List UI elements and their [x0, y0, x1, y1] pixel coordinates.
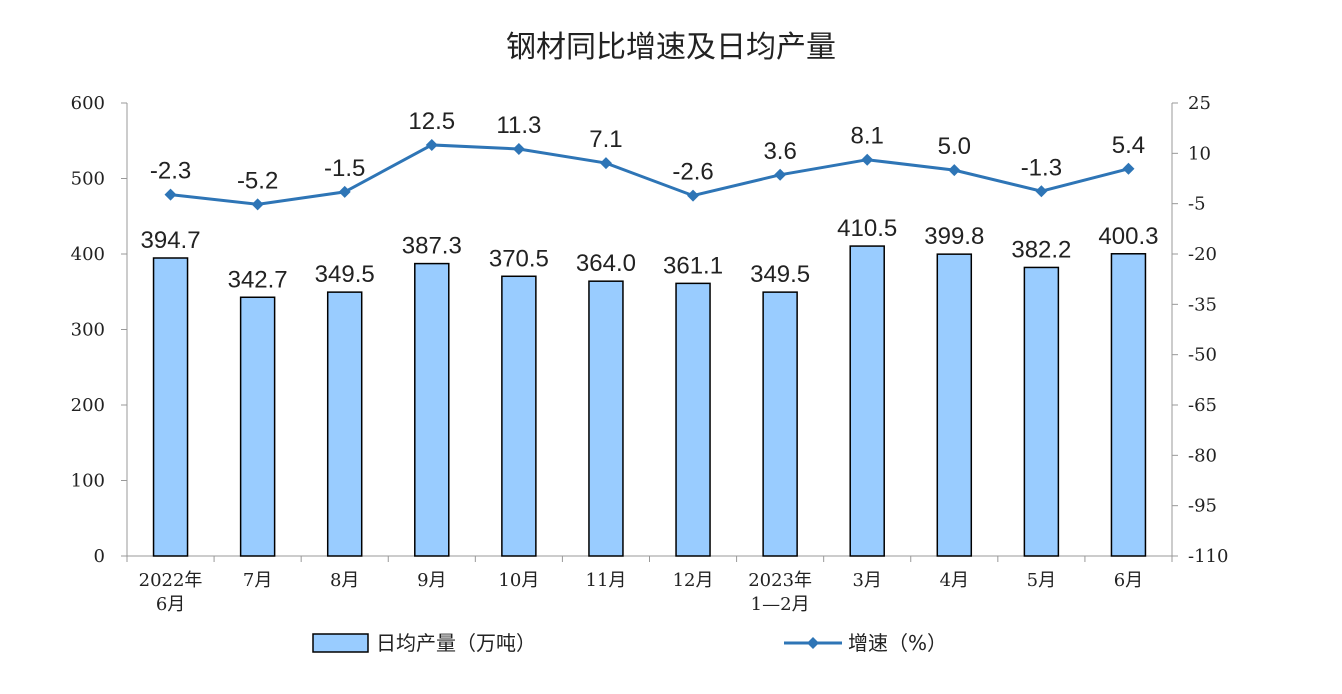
line-marker: [338, 185, 351, 198]
growth-line: [170, 143, 1129, 206]
bar-value-label: 400.3: [1098, 223, 1158, 250]
bar-value-label: 394.7: [141, 227, 201, 254]
line-value-label: 3.6: [763, 138, 796, 165]
bar: [849, 245, 885, 557]
category-label: 6月: [156, 594, 185, 615]
bar-value-label: 382.2: [1011, 236, 1071, 263]
bar: [326, 291, 363, 557]
bar-value-label: 349.5: [315, 261, 375, 288]
category-label: 5月: [1027, 570, 1056, 591]
line-value-label: -5.2: [237, 167, 278, 194]
bar: [588, 280, 624, 557]
category-label: 8月: [330, 570, 359, 591]
category-label: 3月: [852, 570, 881, 591]
right-tick-label: 10: [1188, 143, 1211, 164]
line-marker: [774, 168, 787, 181]
line-value-label: 8.1: [851, 123, 884, 150]
category-label: 11月: [586, 570, 627, 591]
bar-series: [152, 245, 1147, 557]
bar: [762, 291, 798, 557]
category-label: 2023年: [748, 570, 812, 591]
category-label: 4月: [940, 570, 969, 591]
line-marker: [1035, 185, 1048, 198]
right-tick-label: -50: [1188, 345, 1217, 366]
right-tick-label: -110: [1188, 546, 1228, 567]
category-label: 10月: [498, 570, 539, 591]
line-marker: [599, 157, 612, 170]
left-tick-label: 500: [71, 169, 105, 190]
category-label: 6月: [1114, 570, 1143, 591]
right-tick-label: 25: [1188, 93, 1211, 114]
category-label: 2022年: [139, 570, 203, 591]
line-value-label: -2.6: [672, 159, 713, 186]
legend: 日均产量（万吨） 增速（%）: [312, 631, 947, 655]
bar: [414, 262, 450, 557]
line-marker: [251, 198, 264, 211]
line-marker: [164, 188, 177, 201]
data-labels: 394.7 342.7 349.5 387.3 370.5 364.0 361.1 349.5…: [141, 108, 1159, 293]
bar-value-label: 342.7: [228, 266, 288, 293]
left-tick-label: 200: [71, 395, 105, 416]
line-marker: [687, 189, 700, 202]
right-tick-label: -20: [1188, 244, 1217, 265]
bar-value-label: 364.0: [576, 250, 636, 277]
bar-value-label: 361.1: [663, 252, 723, 279]
chart-title: 钢材同比增速及日均产量: [506, 30, 836, 65]
legend-line-label: 增速（%）: [848, 631, 947, 655]
category-label: 9月: [417, 570, 446, 591]
line-value-label: 12.5: [408, 108, 455, 135]
right-tick-label: -35: [1188, 294, 1217, 315]
right-tick-label: -80: [1188, 445, 1217, 466]
category-label: 12月: [673, 570, 714, 591]
line-marker: [512, 142, 525, 155]
line-value-label: 5.0: [938, 133, 971, 160]
axes: 0 100 200 300 400 500 600 25 10 -5 -20 -35 -50 -65 -80…: [71, 93, 1229, 615]
line-marker: [861, 153, 874, 166]
legend-line-marker: [807, 637, 819, 649]
line-value-label: -1.5: [324, 155, 365, 182]
right-tick-label: -5: [1188, 194, 1206, 215]
line-marker: [425, 138, 438, 151]
line-value-label: -1.3: [1021, 154, 1062, 181]
left-tick-label: 600: [71, 93, 105, 114]
bar: [1023, 266, 1060, 557]
bar: [675, 282, 711, 557]
bar: [1110, 253, 1147, 557]
legend-bar-label: 日均产量（万吨）: [376, 631, 536, 655]
bar-value-label: 410.5: [837, 215, 897, 242]
bar: [239, 296, 276, 557]
line-value-label: -2.3: [150, 158, 191, 185]
left-tick-label: 400: [71, 244, 105, 265]
bar-value-label: 349.5: [750, 261, 810, 288]
line-marker: [1122, 162, 1135, 175]
line-series: [164, 138, 1135, 211]
bar-value-label: 399.8: [924, 223, 984, 250]
bar: [936, 253, 973, 557]
line-value-label: 5.4: [1112, 132, 1145, 159]
line-value-label: 11.3: [496, 112, 541, 139]
left-tick-label: 0: [94, 546, 105, 567]
bar-value-label: 370.5: [489, 245, 549, 272]
line-value-label: 7.1: [589, 126, 622, 153]
left-tick-label: 100: [71, 471, 105, 492]
right-tick-label: -65: [1188, 395, 1217, 416]
bar: [501, 275, 537, 557]
category-label: 7月: [243, 570, 272, 591]
left-tick-label: 300: [71, 320, 105, 341]
right-tick-label: -95: [1188, 496, 1217, 517]
bar: [152, 257, 189, 557]
bar-value-label: 387.3: [402, 233, 462, 260]
line-marker: [948, 164, 961, 177]
legend-bar-swatch: [312, 633, 369, 653]
category-label: 1—2月: [751, 594, 810, 615]
